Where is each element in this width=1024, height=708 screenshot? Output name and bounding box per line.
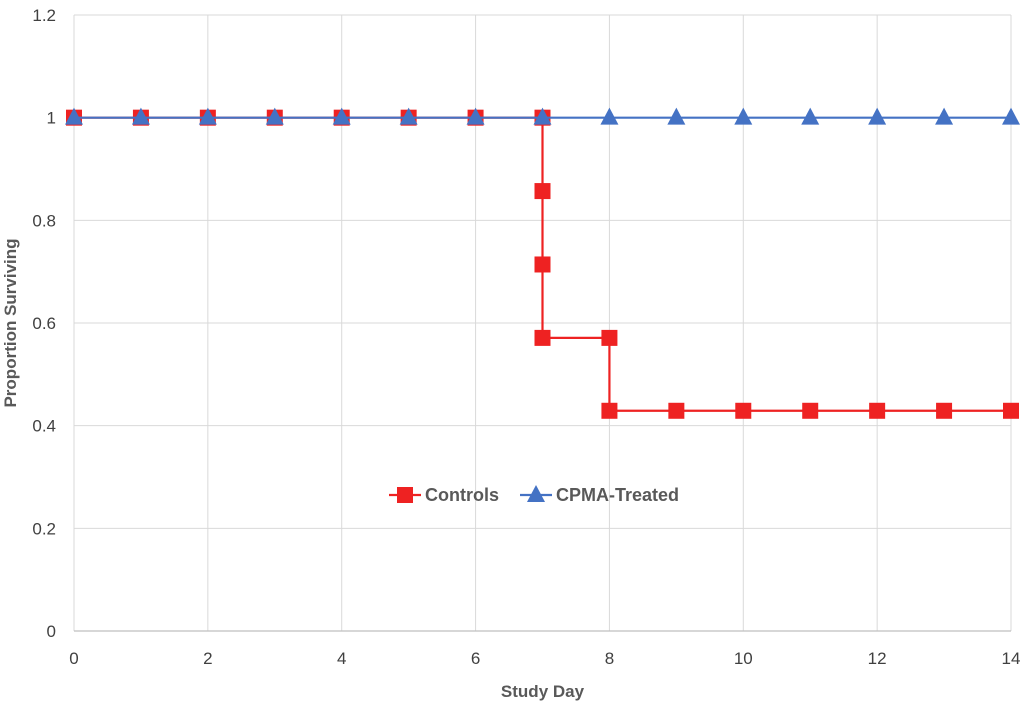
y-tick-label: 0.4: [32, 417, 56, 436]
y-tick-label: 0.6: [32, 314, 56, 333]
y-axis-title: Proportion Surviving: [1, 238, 20, 407]
data-point: [801, 107, 820, 125]
data-point: [1002, 107, 1020, 125]
legend-marker: [397, 487, 413, 503]
x-tick-label: 0: [69, 649, 78, 668]
x-tick-label: 6: [471, 649, 480, 668]
data-point: [735, 402, 752, 419]
data-point: [601, 402, 618, 419]
data-point: [600, 107, 619, 125]
data-point: [65, 107, 83, 125]
y-tick-label: 0: [47, 622, 56, 641]
data-point: [935, 107, 954, 125]
legend-item: CPMA-Treated: [520, 485, 679, 505]
series-cpma-treated: [65, 107, 1020, 125]
legend: Controls CPMA-Treated: [389, 485, 679, 505]
legend-label: Controls: [425, 485, 499, 505]
data-point: [869, 402, 886, 419]
data-point: [802, 402, 819, 419]
x-tick-label: 4: [337, 649, 346, 668]
data-point: [466, 107, 485, 125]
data-point: [332, 107, 351, 125]
data-point: [265, 107, 284, 125]
x-tick-label: 10: [734, 649, 753, 668]
x-tick-label: 2: [203, 649, 212, 668]
data-point: [1003, 402, 1019, 419]
data-point: [131, 107, 150, 125]
series-controls: [66, 109, 1019, 419]
legend-label: CPMA-Treated: [556, 485, 679, 505]
y-tick-label: 1.2: [32, 6, 56, 25]
x-tick-label: 12: [868, 649, 887, 668]
data-point: [533, 107, 552, 125]
axes: 0 2 4 6 8 10 12 14 0 0.2 0.4 0.6 0.8 1 1.2: [32, 6, 1020, 668]
data-point: [399, 107, 418, 125]
data-point: [734, 107, 753, 125]
data-point: [668, 402, 685, 419]
y-tick-label: 1: [47, 109, 56, 128]
data-point: [534, 329, 551, 346]
data-point: [198, 107, 217, 125]
legend-marker: [527, 485, 545, 502]
y-tick-label: 0.8: [32, 211, 56, 230]
x-tick-label: 14: [1002, 649, 1021, 668]
y-tick-label: 0.2: [32, 519, 56, 538]
data-series: [65, 107, 1020, 419]
x-tick-label: 8: [605, 649, 614, 668]
x-axis-title: Study Day: [501, 682, 585, 701]
data-point: [534, 256, 551, 273]
data-point: [936, 402, 953, 419]
data-point: [601, 329, 618, 346]
data-point: [868, 107, 887, 125]
legend-item: Controls: [389, 485, 499, 505]
data-point: [534, 183, 551, 200]
data-point: [667, 107, 686, 125]
